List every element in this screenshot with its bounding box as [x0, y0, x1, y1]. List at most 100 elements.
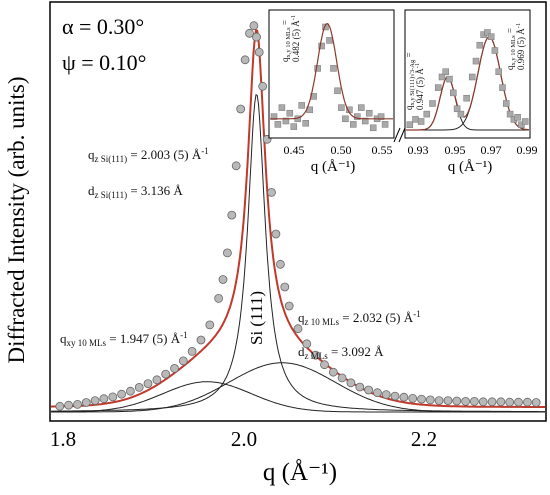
inset2-point — [468, 73, 476, 81]
fit-component-2 — [51, 362, 545, 413]
inset2-point — [438, 73, 446, 81]
inset2-point — [476, 41, 484, 49]
data-point — [346, 378, 356, 388]
data-point — [452, 396, 462, 406]
inset1-point — [377, 113, 385, 120]
x-tick-label-1: 2.0 — [231, 427, 257, 451]
inset1-point — [338, 104, 345, 111]
data-point — [222, 248, 232, 258]
data-point — [249, 21, 259, 31]
inset2-point — [463, 94, 470, 102]
inset1-fit-curve — [270, 22, 393, 120]
inset2-point — [521, 118, 529, 125]
inset2-point — [446, 75, 453, 83]
data-point — [425, 395, 435, 405]
dz-si-annotation: dz Si(111) = 3.136 Å — [88, 183, 183, 200]
data-point — [205, 320, 215, 330]
data-point — [337, 373, 347, 383]
inset1-point — [298, 102, 305, 109]
data-point — [231, 161, 241, 171]
psi-label: ψ = 0.10° — [62, 50, 146, 75]
alpha-label: α = 0.30° — [62, 14, 144, 39]
data-point — [267, 187, 276, 197]
main-plot-frame — [49, 1, 547, 422]
data-point — [311, 350, 321, 360]
inset2-point — [503, 100, 510, 107]
inset1-peak-value: 0.482 (5) Å-1 — [290, 15, 301, 62]
data-point — [73, 399, 82, 409]
data-point — [143, 379, 153, 389]
x-tick-label-0: 1.8 — [50, 427, 76, 451]
inset2-fit-total — [406, 36, 529, 131]
data-point — [372, 388, 382, 398]
data-point — [90, 396, 100, 406]
data-point — [434, 396, 444, 406]
data-point — [258, 81, 268, 91]
inset1-point — [365, 109, 373, 117]
data-point — [170, 363, 179, 373]
data-point — [320, 360, 329, 370]
inset2-points — [406, 29, 529, 128]
data-point — [531, 398, 541, 407]
inset1-point — [282, 117, 290, 125]
data-point — [271, 229, 281, 239]
data-point — [125, 386, 135, 396]
fit-total — [50, 28, 545, 408]
data-point — [227, 210, 237, 220]
inset1-point — [278, 104, 286, 111]
inset2-point — [514, 114, 521, 121]
inset2-point — [499, 84, 506, 91]
data-point — [355, 382, 365, 392]
data-point — [487, 397, 497, 407]
data-point — [478, 397, 488, 407]
inset1-point — [286, 109, 294, 117]
inset1-tick-2: 0.55 — [372, 143, 393, 157]
inset2-tick-3: 0.99 — [517, 143, 538, 157]
inset1-point — [290, 123, 298, 130]
inset2-point — [417, 118, 425, 125]
inset1-peak-label: qx,y 10 MLs = — [280, 20, 292, 62]
data-point — [417, 394, 426, 404]
data-point — [214, 293, 224, 303]
data-point — [381, 390, 391, 400]
data-point — [284, 301, 294, 311]
data-point — [280, 282, 290, 292]
axis-break-mark — [393, 127, 406, 143]
data-point — [99, 394, 109, 404]
main-fit-curves — [50, 28, 545, 413]
inset1-point — [270, 113, 278, 120]
inset2-tick-2: 0.97 — [481, 143, 502, 157]
inset2-point — [434, 84, 442, 91]
inset2-point — [453, 105, 461, 113]
data-point — [461, 396, 471, 406]
inset2-point — [442, 68, 449, 75]
inset2-point — [491, 47, 499, 54]
inset2-point — [406, 121, 414, 128]
inset1-point — [314, 65, 321, 72]
data-point — [117, 389, 126, 399]
data-point — [505, 397, 515, 407]
inset2-tick-0: 0.93 — [408, 143, 429, 157]
data-point — [408, 393, 418, 403]
inset1-tick-1: 0.50 — [331, 143, 352, 157]
data-point — [523, 397, 532, 407]
data-point — [196, 335, 206, 345]
inset2-point — [472, 57, 480, 65]
inset2-point — [484, 29, 491, 36]
inset2-point — [487, 33, 495, 40]
data-point — [302, 339, 312, 349]
x-axis-label: q (Å⁻¹) — [263, 459, 337, 486]
inset1-point — [302, 120, 309, 127]
inset1-tick-0: 0.45 — [284, 143, 305, 157]
dz-ml-annotation: dz MLs = 3.092 Å — [298, 344, 384, 361]
inset1-point — [342, 115, 349, 123]
inset1-point — [330, 65, 337, 72]
main-data-points — [55, 21, 541, 411]
inset2-point — [450, 89, 457, 97]
data-point — [178, 356, 188, 366]
qz-si-annotation: qz Si(111) = 2.003 (5) Å-1 — [88, 146, 209, 164]
inset2-point — [495, 68, 502, 75]
x-tick-label-2: 2.2 — [411, 427, 437, 451]
data-point — [275, 259, 285, 269]
